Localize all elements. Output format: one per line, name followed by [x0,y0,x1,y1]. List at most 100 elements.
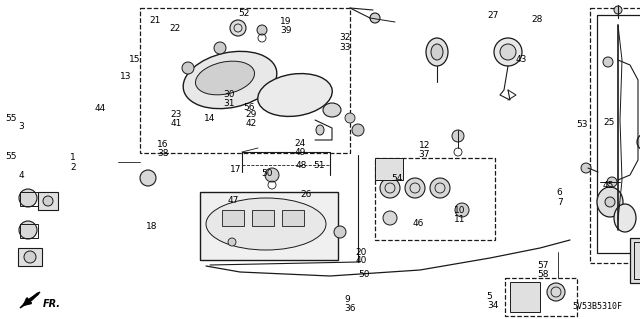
Circle shape [345,113,355,123]
Circle shape [214,42,226,54]
Ellipse shape [195,61,255,95]
Text: 45: 45 [603,181,614,189]
Text: 43: 43 [516,55,527,63]
Text: 36: 36 [344,304,356,313]
Circle shape [383,211,397,225]
Text: 3: 3 [19,122,24,130]
Text: 9: 9 [344,295,350,304]
Circle shape [494,38,522,66]
Text: 18: 18 [146,222,157,231]
Ellipse shape [614,204,636,232]
Circle shape [380,178,400,198]
Text: 15: 15 [129,55,141,63]
Text: 56: 56 [243,103,255,112]
Ellipse shape [258,74,332,116]
Text: 16: 16 [157,140,168,149]
Circle shape [500,44,516,60]
Text: 7: 7 [557,198,563,207]
Circle shape [405,178,425,198]
Circle shape [257,25,267,35]
Text: 58: 58 [538,270,549,279]
Bar [20,192,38,206]
Bar [597,15,640,253]
Circle shape [19,221,37,239]
Text: 42: 42 [246,119,257,128]
Text: 5: 5 [486,292,492,301]
Text: 39: 39 [280,26,292,35]
Text: 21: 21 [150,16,161,25]
Bar [510,282,540,312]
Text: 5V53B5310F: 5V53B5310F [572,302,622,311]
Text: 49: 49 [294,148,306,157]
Text: 23: 23 [170,110,182,119]
Text: 13: 13 [120,72,132,81]
Ellipse shape [431,44,443,60]
Text: 48: 48 [296,161,307,170]
Text: 46: 46 [412,219,424,228]
Bar [38,192,58,210]
Circle shape [24,251,36,263]
Circle shape [334,226,346,238]
Text: 11: 11 [454,215,466,224]
Circle shape [182,62,194,74]
Text: 27: 27 [488,11,499,20]
Text: 14: 14 [204,114,215,122]
Bar [222,210,244,226]
Text: 6: 6 [557,189,563,197]
Bar [140,8,350,153]
Circle shape [370,13,380,23]
Text: 20: 20 [356,248,367,256]
Circle shape [265,168,279,182]
Text: FR.: FR. [43,299,61,309]
Circle shape [614,6,622,14]
Bar [375,158,495,240]
Text: 57: 57 [538,261,549,270]
Circle shape [605,197,615,207]
Bar [252,210,274,226]
Text: 19: 19 [280,17,292,26]
Ellipse shape [206,198,326,250]
Bar [18,248,42,266]
Text: 34: 34 [488,301,499,310]
Text: 32: 32 [339,33,351,42]
Text: 10: 10 [454,206,466,215]
Circle shape [455,203,469,217]
Text: 52: 52 [239,9,250,18]
Circle shape [452,130,464,142]
Text: 33: 33 [339,43,351,52]
Circle shape [581,163,591,173]
Text: 40: 40 [356,256,367,265]
Ellipse shape [597,187,623,217]
Text: 31: 31 [223,100,235,108]
Text: 47: 47 [227,196,239,205]
Text: 28: 28 [531,15,543,24]
Circle shape [603,57,613,67]
Text: 12: 12 [419,141,430,150]
Text: 30: 30 [223,90,235,99]
Circle shape [352,124,364,136]
Circle shape [230,20,246,36]
Circle shape [430,178,450,198]
Text: 4: 4 [19,171,24,180]
Bar [200,192,338,260]
Circle shape [607,177,617,187]
Text: 50: 50 [358,270,370,279]
Text: 26: 26 [301,190,312,199]
Text: 55: 55 [5,114,17,122]
Text: 22: 22 [169,24,180,33]
Circle shape [43,196,53,206]
Bar [20,224,38,238]
Text: 1: 1 [70,153,76,162]
Text: 38: 38 [157,149,168,158]
Text: 54: 54 [392,174,403,182]
Ellipse shape [426,38,448,66]
Circle shape [228,238,236,246]
Ellipse shape [323,103,341,117]
Bar [375,158,403,180]
Text: 24: 24 [294,139,306,148]
Text: 17: 17 [230,165,242,174]
Text: 55: 55 [5,152,17,161]
Circle shape [547,283,565,301]
Text: 2: 2 [70,163,76,172]
Ellipse shape [316,125,324,135]
